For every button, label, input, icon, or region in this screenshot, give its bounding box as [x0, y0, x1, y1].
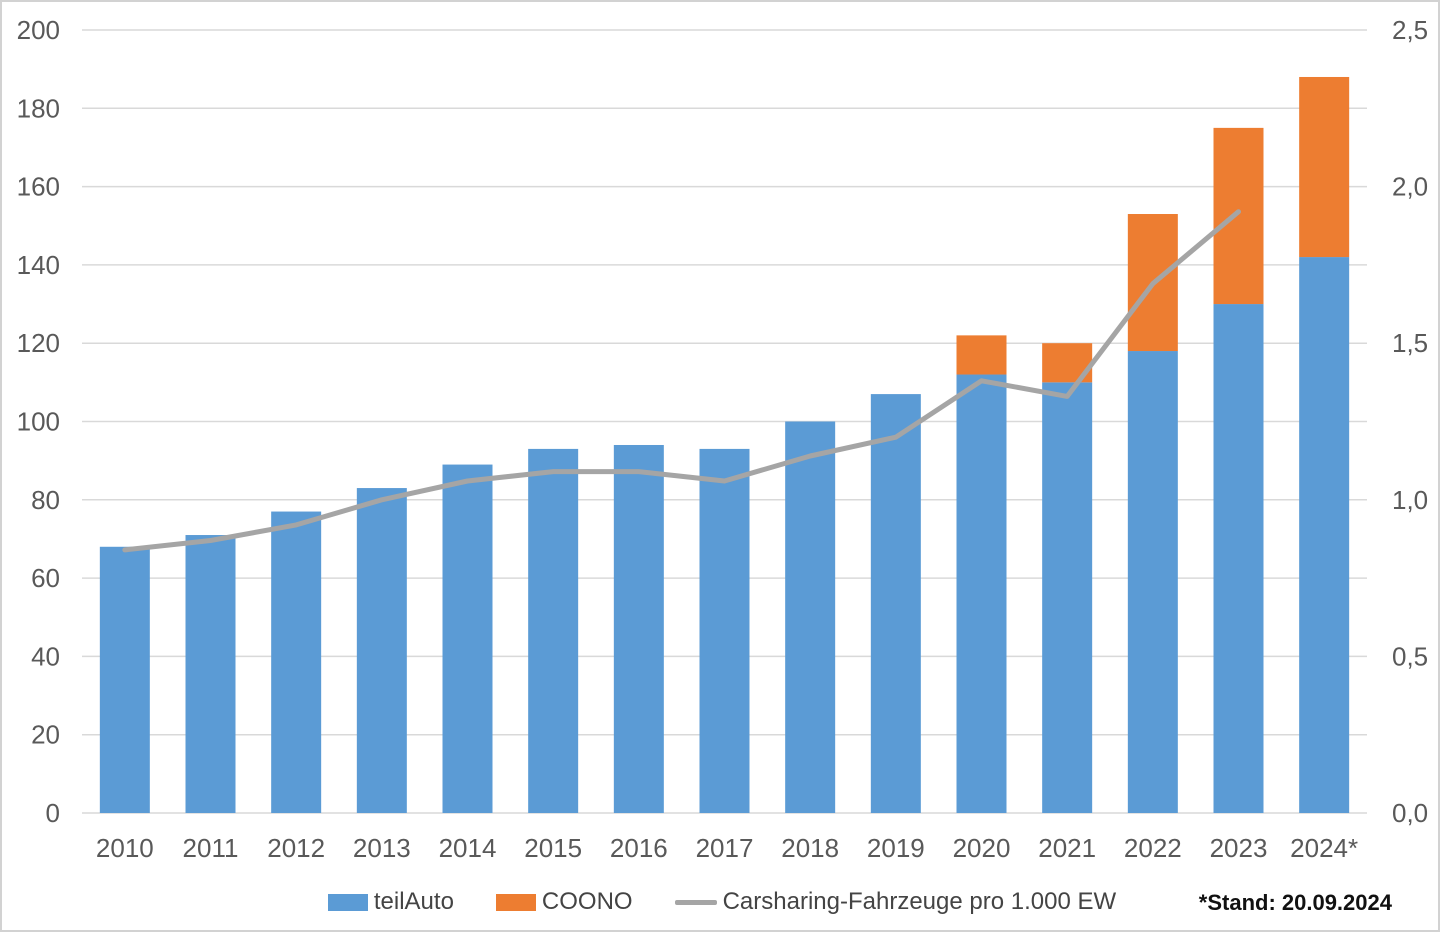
bar-teilauto-2010: [99, 546, 150, 813]
left-axis-tick-label: 40: [31, 641, 60, 671]
left-axis-tick-label: 0: [46, 798, 60, 828]
right-axis-tick-label: 2,5: [1392, 15, 1428, 45]
bar-teilauto-2015: [528, 448, 579, 813]
coono-series-swatch: [495, 893, 536, 911]
right-axis-tick-label: 2,0: [1392, 172, 1428, 202]
legend-item-coono: COONO: [495, 888, 633, 916]
x-axis-label-2010: 2010: [96, 833, 154, 863]
left-axis-tick-label: 80: [31, 485, 60, 515]
x-axis-label-2024: 2024*: [1290, 833, 1358, 863]
bar-teilauto-2011: [185, 535, 236, 813]
x-axis-label-2011: 2011: [183, 833, 239, 863]
bar-teilauto-2013: [356, 488, 407, 813]
bar-teilauto-2024: [1299, 257, 1350, 813]
bar-teilauto-2017: [699, 448, 750, 813]
left-axis-tick-label: 120: [17, 328, 60, 358]
bar-teilauto-2020: [956, 374, 1007, 813]
bar-coono-2024: [1299, 76, 1350, 258]
bar-teilauto-2018: [785, 421, 836, 813]
x-axis-label-2014: 2014: [439, 833, 497, 863]
legend-label-coono: COONO: [541, 888, 633, 915]
legend-item-line-series: Carsharing-Fahrzeuge pro 1.000 EW: [674, 888, 1117, 916]
bar-teilauto-2016: [613, 444, 664, 813]
line-series-marker-icon: [674, 899, 717, 905]
right-axis-tick-label: 1,5: [1392, 328, 1428, 358]
x-axis-label-2021: 2021: [1038, 833, 1096, 863]
right-axis-tick-label: 0,5: [1392, 641, 1428, 671]
x-axis-label-2022: 2022: [1124, 833, 1182, 863]
x-axis-label-2013: 2013: [353, 833, 411, 863]
left-axis-tick-label: 140: [17, 250, 60, 280]
footnote-stand-date: *Stand: 20.09.2024: [1198, 890, 1392, 915]
left-axis-tick-label: 100: [17, 407, 60, 437]
chart-legend: teilAuto COONO Carsharing-Fahrzeuge pro …: [2, 884, 1438, 920]
right-axis-tick-label: 0,0: [1392, 798, 1428, 828]
left-axis-tick-label: 180: [17, 93, 60, 123]
bar-teilauto-2012: [271, 511, 322, 813]
bar-coono-2023: [1213, 127, 1264, 305]
x-axis-label-2020: 2020: [953, 833, 1011, 863]
x-axis-label-2018: 2018: [781, 833, 839, 863]
legend-label-teilauto: teilAuto: [373, 888, 454, 915]
right-axis-tick-label: 1,0: [1392, 485, 1428, 515]
x-axis-label-2019: 2019: [867, 833, 925, 863]
left-axis-tick-label: 60: [31, 563, 60, 593]
bar-teilauto-2014: [442, 464, 493, 813]
left-axis-tick-label: 20: [31, 720, 60, 750]
carsharing-rate-line: [122, 209, 1241, 553]
bar-teilauto-2021: [1042, 382, 1093, 813]
x-axis-label-2012: 2012: [267, 833, 325, 863]
teilauto-series-swatch: [327, 893, 368, 911]
bar-teilauto-2019: [870, 394, 921, 813]
legend-item-teilauto: teilAuto: [327, 888, 454, 916]
left-axis-tick-label: 200: [17, 15, 60, 45]
left-axis-tick-label: 160: [17, 172, 60, 202]
bar-teilauto-2022: [1127, 351, 1178, 813]
bar-coono-2020: [956, 335, 1007, 375]
x-axis-label-2016: 2016: [610, 833, 668, 863]
x-axis-label-2015: 2015: [524, 833, 582, 863]
legend-label-line-series: Carsharing-Fahrzeuge pro 1.000 EW: [722, 888, 1117, 915]
x-axis-label-2017: 2017: [696, 833, 754, 863]
x-axis-label-2023: 2023: [1210, 833, 1268, 863]
bar-teilauto-2023: [1213, 304, 1264, 813]
